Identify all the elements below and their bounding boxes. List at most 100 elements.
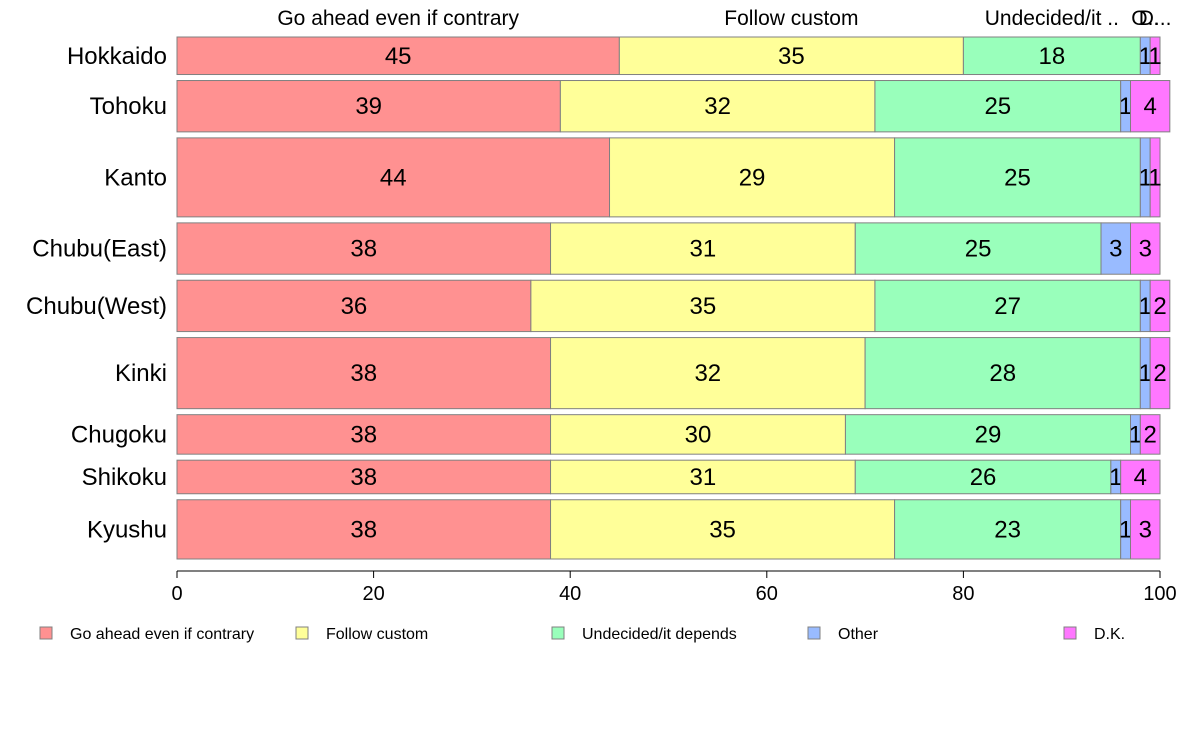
bar-segment	[176, 137, 611, 218]
bar-segment	[550, 414, 846, 455]
data-label: 35	[690, 293, 717, 320]
bar-segment	[1149, 137, 1161, 218]
x-tick-label: 20	[362, 583, 384, 605]
data-label: 26	[970, 464, 997, 491]
data-label: 2	[1153, 293, 1166, 320]
top-series-labels: Go ahead even if contrary Follow custom Un…	[277, 7, 1171, 30]
data-label: 25	[965, 236, 992, 263]
bar-segment	[530, 279, 876, 333]
y-tick-label: Hokkaido	[67, 43, 167, 70]
legend-swatch	[551, 626, 565, 640]
bar-segment	[550, 222, 856, 275]
data-label: 1	[1148, 43, 1161, 70]
x-tick-label: 100	[1143, 583, 1176, 605]
x-axis: 0 20 40 60 80 100	[171, 570, 1177, 605]
bar-segment	[1100, 222, 1132, 275]
bar-segment	[1130, 499, 1161, 560]
data-label: 1	[1139, 43, 1152, 70]
data-label: 32	[694, 360, 721, 387]
bar-segment	[894, 137, 1141, 218]
data-label: 2	[1143, 421, 1156, 448]
bar-segment	[176, 414, 552, 455]
data-label: 4	[1143, 93, 1156, 120]
series-top-label: D...	[1139, 7, 1172, 30]
legend-swatch	[295, 626, 309, 640]
data-label: 39	[355, 93, 382, 120]
data-label: 3	[1109, 236, 1122, 263]
data-label: 1	[1139, 360, 1152, 387]
data-label: 38	[350, 421, 377, 448]
data-label: 38	[350, 464, 377, 491]
data-label: 38	[350, 360, 377, 387]
bar-segment	[1120, 459, 1161, 495]
data-label: 30	[685, 421, 712, 448]
y-tick-label: Chubu(West)	[26, 293, 167, 320]
data-label: 1	[1109, 464, 1122, 491]
bar-segment	[854, 459, 1112, 495]
bar-segment	[550, 337, 866, 410]
bar-segment	[1149, 279, 1171, 333]
bar-segment	[176, 80, 561, 133]
data-label: 1	[1139, 293, 1152, 320]
bar-segment	[559, 80, 876, 133]
bar-segment	[874, 279, 1141, 333]
legend-label: Follow custom	[326, 626, 428, 643]
series-top-label: O..	[1131, 7, 1159, 30]
data-label: 1	[1119, 93, 1132, 120]
series-top-label: Undecided/it ..	[985, 7, 1119, 30]
x-tick-label: 0	[171, 583, 182, 605]
data-label: 1	[1119, 516, 1132, 543]
bar-segment	[854, 222, 1102, 275]
bar-segment	[874, 80, 1122, 133]
y-axis-labels: Hokkaido Tohoku Kanto Chubu(East) Chubu(West…	[26, 43, 167, 544]
bar-segment	[618, 36, 964, 76]
data-label: 29	[739, 164, 766, 191]
bar-segment	[1130, 80, 1171, 133]
y-tick-label: Shikoku	[82, 464, 167, 491]
y-tick-label: Kanto	[104, 164, 167, 191]
data-label: 4	[1134, 464, 1147, 491]
bar-segment	[176, 337, 552, 410]
bar-segment	[550, 459, 856, 495]
y-tick-label: Chugoku	[71, 421, 167, 448]
bar-segment	[176, 499, 552, 560]
data-label: 38	[350, 516, 377, 543]
y-tick-label: Tohoku	[90, 93, 167, 120]
data-label: 38	[350, 236, 377, 263]
data-label: 1	[1148, 164, 1161, 191]
data-label: 3	[1139, 516, 1152, 543]
data-label: 18	[1039, 43, 1066, 70]
x-tick-label: 60	[756, 583, 778, 605]
series-top-label: Follow custom	[724, 7, 858, 30]
bar-segment	[176, 222, 552, 275]
bar-segment	[1139, 414, 1161, 455]
data-label: 29	[975, 421, 1002, 448]
legend-swatch	[807, 626, 821, 640]
data-label: 44	[380, 164, 407, 191]
bar-segment	[176, 459, 552, 495]
bar-segment	[1130, 222, 1161, 275]
data-label: 25	[984, 93, 1011, 120]
data-label: 1	[1129, 421, 1142, 448]
y-tick-label: Chubu(East)	[32, 236, 167, 263]
legend: Go ahead even if contrary Follow custom Un…	[39, 626, 1125, 643]
data-label: 1	[1139, 164, 1152, 191]
bar-segment	[1149, 36, 1161, 76]
data-label: 45	[385, 43, 412, 70]
legend-label: D.K.	[1094, 626, 1125, 643]
data-label: 28	[989, 360, 1016, 387]
bar-segment	[864, 337, 1141, 410]
data-label: 35	[709, 516, 736, 543]
data-label: 31	[690, 464, 717, 491]
legend-swatch	[39, 626, 53, 640]
data-label: 35	[778, 43, 805, 70]
legend-label: Go ahead even if contrary	[70, 626, 254, 643]
x-tick-label: 40	[559, 583, 581, 605]
x-tick-label: 80	[952, 583, 974, 605]
series-top-label: Go ahead even if contrary	[277, 7, 519, 30]
bar-segment	[844, 414, 1132, 455]
bar-segment	[550, 499, 896, 560]
legend-label: Other	[838, 626, 879, 643]
data-label: 25	[1004, 164, 1031, 191]
